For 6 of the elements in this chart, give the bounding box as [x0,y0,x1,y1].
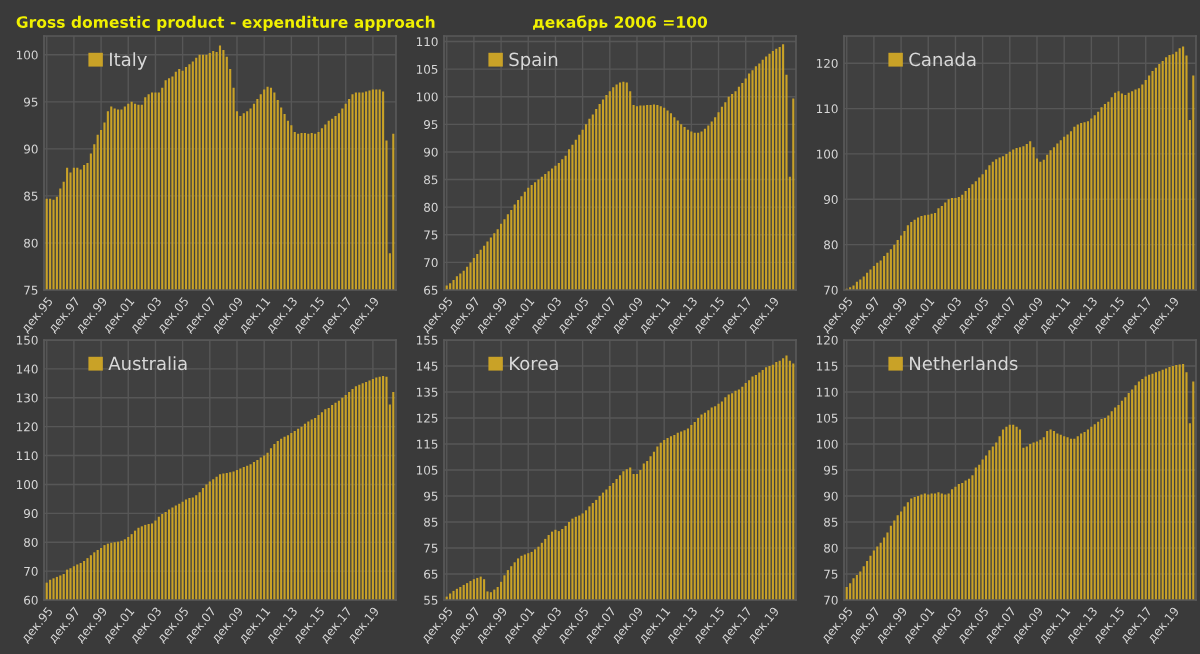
legend-label: Netherlands [910,356,1018,371]
legend-label: Spain [509,52,558,70]
legend-label: Korea [510,356,558,371]
legend-label: Australia [108,356,187,371]
legend-label: Canada [909,52,976,67]
legend-label: Italy [110,52,147,70]
